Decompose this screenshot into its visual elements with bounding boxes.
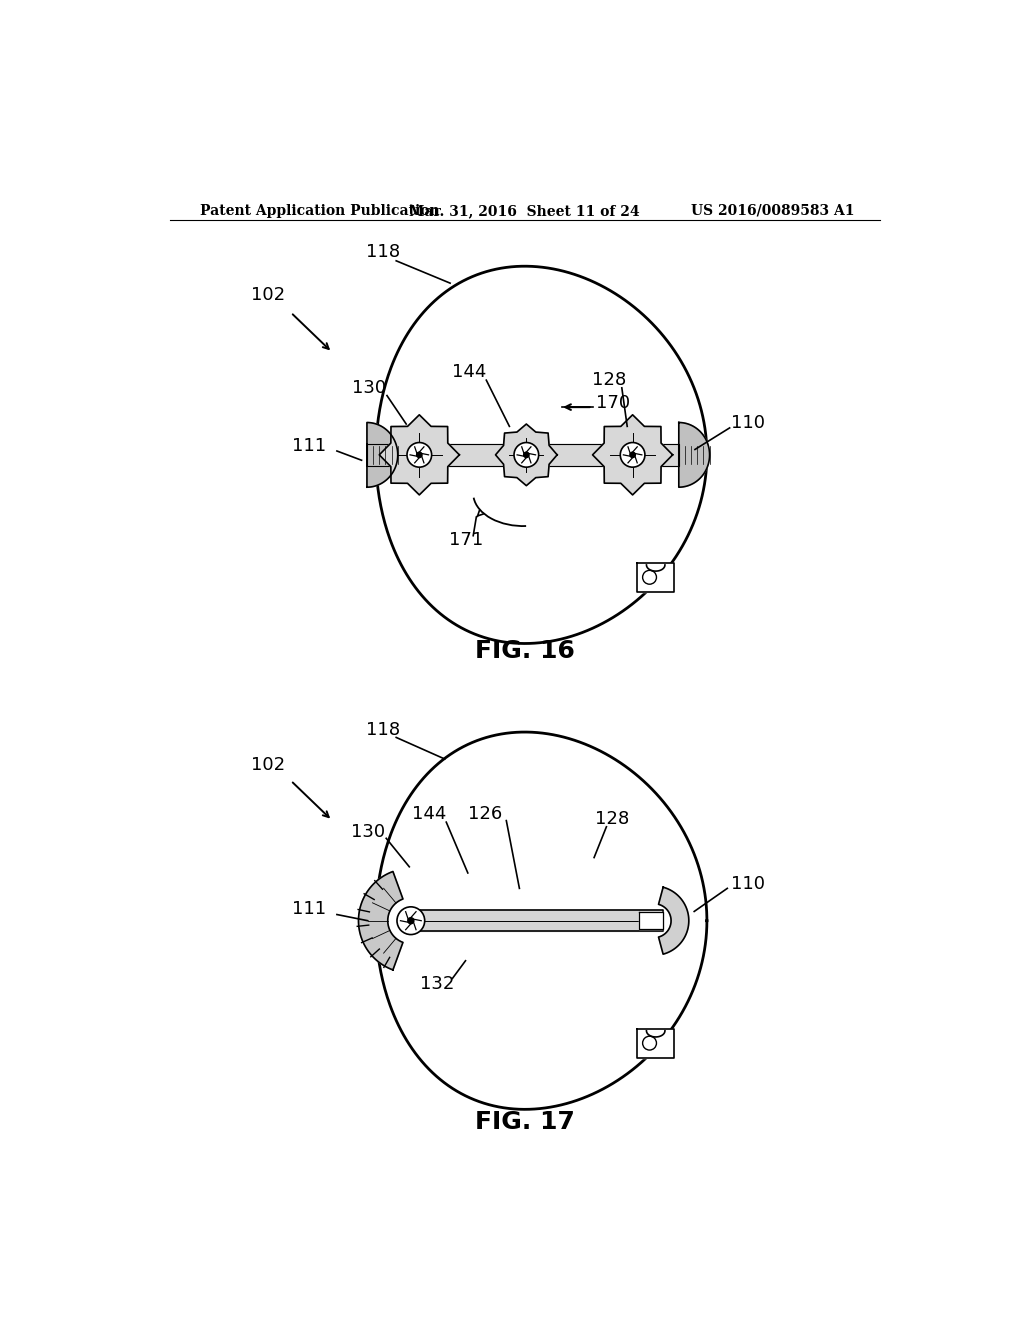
Polygon shape [637,562,674,591]
Text: 118: 118 [366,721,400,739]
Text: 110: 110 [731,413,765,432]
Text: 144: 144 [453,363,486,381]
Text: FIG. 16: FIG. 16 [475,639,574,663]
Polygon shape [358,871,402,970]
Polygon shape [413,909,664,932]
Text: 130: 130 [352,379,386,397]
Text: 126: 126 [468,805,502,824]
Text: 144: 144 [412,805,446,824]
Circle shape [630,453,635,458]
Text: 110: 110 [731,875,765,892]
Text: 128: 128 [592,371,627,389]
Polygon shape [367,444,679,466]
Circle shape [397,907,425,935]
Text: 102: 102 [251,756,285,774]
Text: 118: 118 [366,243,400,261]
Text: 102: 102 [251,286,285,305]
Text: US 2016/0089583 A1: US 2016/0089583 A1 [691,203,854,218]
Text: Patent Application Publication: Patent Application Publication [200,203,439,218]
Circle shape [408,917,414,924]
Text: 171: 171 [450,531,483,549]
Text: FIG. 17: FIG. 17 [475,1110,574,1134]
Text: 132: 132 [420,975,455,993]
Text: Mar. 31, 2016  Sheet 11 of 24: Mar. 31, 2016 Sheet 11 of 24 [410,203,640,218]
Circle shape [621,442,645,467]
Circle shape [407,442,432,467]
Text: 128: 128 [595,810,629,828]
Text: 130: 130 [350,824,385,841]
Circle shape [523,453,529,458]
Circle shape [417,453,422,458]
Polygon shape [367,422,397,487]
Circle shape [514,442,539,467]
Text: 170: 170 [596,395,630,412]
Text: 111: 111 [292,900,327,919]
Polygon shape [379,414,460,495]
Polygon shape [637,1028,674,1057]
Text: 111: 111 [292,437,327,454]
Polygon shape [496,424,557,486]
Polygon shape [593,414,673,495]
Polygon shape [658,887,689,954]
Polygon shape [679,422,710,487]
Polygon shape [639,912,664,929]
